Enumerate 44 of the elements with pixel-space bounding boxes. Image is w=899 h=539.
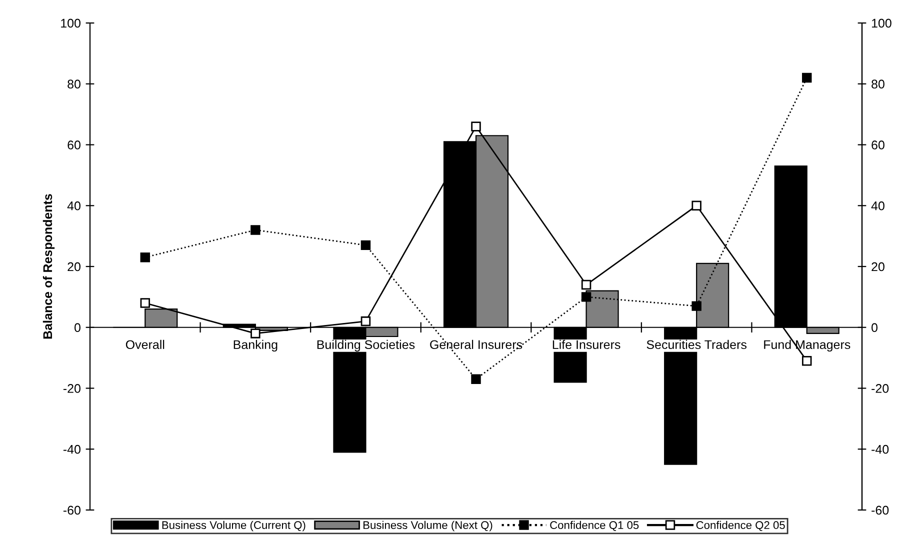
x-tick-label: Overall — [126, 340, 164, 350]
point — [140, 252, 150, 262]
x-tick-label: Securities Traders — [646, 340, 746, 350]
x-tick-label: Life Insurers — [552, 340, 620, 350]
point — [360, 240, 371, 250]
y2-tick-label: -60 — [872, 506, 889, 515]
y2-tick-label: 20 — [872, 262, 884, 272]
x-tick-label: Building Societies — [317, 340, 415, 352]
y-tick-label: 100 — [61, 18, 80, 28]
y-tick-label: -60 — [63, 506, 80, 515]
y-tick-label: 60 — [68, 140, 80, 150]
y-tick-label: 20 — [68, 262, 80, 272]
point — [140, 298, 150, 308]
y-axis-title: Balance of Respondents — [42, 194, 55, 339]
legend-label: Business Volume (Current Q) — [162, 520, 306, 532]
point — [581, 280, 592, 290]
point — [802, 72, 812, 83]
y2-tick-label: 0 — [872, 323, 878, 332]
point — [471, 374, 481, 384]
x-tick-label: General Insurers — [430, 340, 522, 350]
y2-tick-label: -40 — [872, 444, 889, 454]
point — [802, 356, 812, 366]
point — [692, 200, 702, 210]
y2-tick-label: 80 — [872, 80, 884, 89]
point — [360, 316, 371, 326]
x-tick-label: Fund Managers — [764, 340, 850, 352]
point — [250, 328, 260, 338]
point — [692, 301, 702, 311]
y-tick-label: -20 — [63, 384, 80, 393]
legend-label: Business Volume (Next Q) — [364, 520, 492, 532]
point — [250, 225, 260, 235]
y-tick-label: -40 — [63, 444, 80, 454]
x-tick-label: Banking — [234, 340, 278, 352]
y2-tick-label: 60 — [872, 140, 884, 150]
y2-tick-label: 40 — [871, 201, 884, 210]
point — [581, 292, 592, 302]
point — [471, 122, 481, 132]
y2-tick-label: -20 — [872, 384, 889, 393]
y-tick-label: 0 — [74, 323, 80, 332]
y-tick-label: 80 — [68, 80, 80, 89]
y2-tick-label: 100 — [872, 18, 892, 28]
legend-label: Confidence Q1 05 — [550, 520, 639, 532]
y-tick-label: 40 — [67, 201, 80, 210]
legend-label: Confidence Q2 05 — [696, 520, 785, 532]
